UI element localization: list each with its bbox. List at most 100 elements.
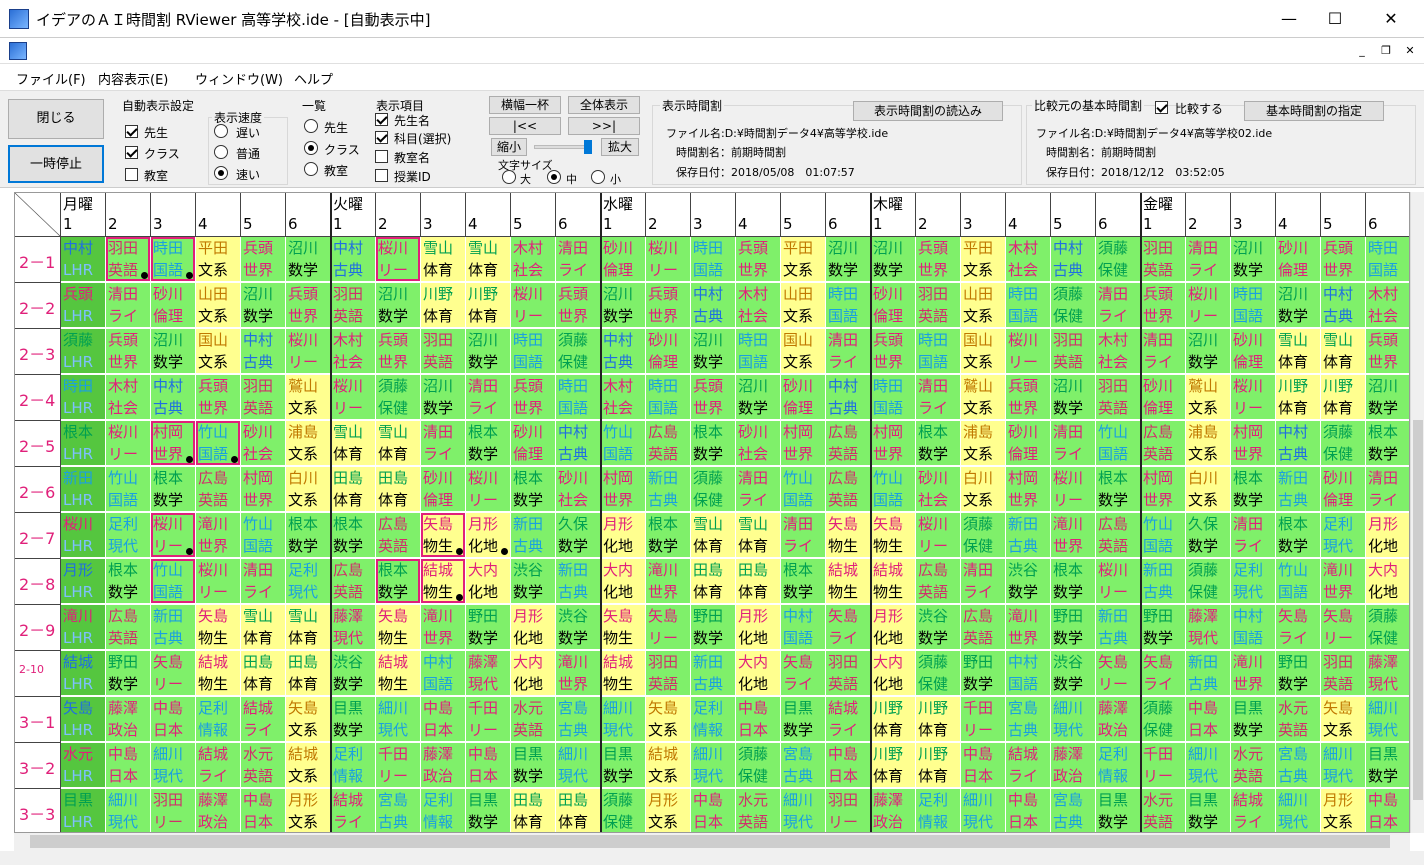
timetable-cell[interactable]: 沼川 数学 (421, 375, 466, 421)
zoom-slider[interactable] (534, 145, 590, 149)
timetable-cell[interactable]: 新田 古典 (556, 559, 601, 605)
fit-width-button[interactable]: 横幅一杯 (489, 96, 561, 114)
timetable-cell[interactable]: 沼川 数学 (1051, 375, 1096, 421)
timetable-cell[interactable]: 野田 数学 (1276, 651, 1321, 697)
timetable-cell[interactable]: 新田 古典 (1006, 513, 1051, 559)
timetable-cell[interactable]: 藤澤 現代 (466, 651, 511, 697)
timetable-cell[interactable]: 清田 ライ (556, 237, 601, 283)
timetable-cell[interactable]: 桜川 リー (511, 283, 556, 329)
timetable-cell[interactable]: 川野 体育 (466, 283, 511, 329)
timetable-cell[interactable]: 新田 古典 (646, 467, 691, 513)
timetable-cell[interactable]: 清田 ライ (1186, 237, 1231, 283)
timetable-cell[interactable]: 矢島 リー (646, 605, 691, 651)
timetable-cell[interactable]: 清田 ライ (106, 283, 151, 329)
timetable-cell[interactable]: 雪山 体育 (691, 513, 736, 559)
timetable-cell[interactable]: 平田 文系 (961, 237, 1006, 283)
timetable-cell[interactable]: 水元 英語 (736, 789, 781, 832)
timetable-cell[interactable]: 兵頭 世界 (691, 375, 736, 421)
timetable-cell[interactable]: 竹山 国語 (871, 467, 916, 513)
timetable-cell[interactable]: 矢島 LHR (61, 697, 106, 743)
timetable-cell[interactable]: 宮島 古典 (1051, 789, 1096, 832)
timetable-cell[interactable]: 足利 情報 (331, 743, 376, 789)
timetable-cell[interactable]: 田島 体育 (691, 559, 736, 605)
timetable-cell[interactable]: 藤澤 現代 (1366, 651, 1409, 697)
timetable-cell[interactable]: 砂川 社会 (556, 467, 601, 513)
timetable-cell[interactable]: 時田 国語 (151, 237, 196, 283)
timetable-cell[interactable]: 滝川 世界 (1051, 513, 1096, 559)
timetable-cell[interactable]: 足利 現代 (286, 559, 331, 605)
timetable-cell[interactable]: 中村 古典 (691, 283, 736, 329)
timetable-cell[interactable]: 広島 英語 (826, 467, 871, 513)
timetable-cell[interactable]: 羽田 英語 (1321, 651, 1366, 697)
next-page-button[interactable]: >>| (568, 117, 640, 135)
timetable-cell[interactable]: 平田 文系 (781, 237, 826, 283)
timetable-cell[interactable]: 桜川 リー (1096, 559, 1141, 605)
timetable-cell[interactable]: 野田 数学 (961, 651, 1006, 697)
timetable-cell[interactable]: 桜川 リー (466, 467, 511, 513)
timetable-cell[interactable]: 中島 日本 (961, 743, 1006, 789)
timetable-cell[interactable]: 竹山 国語 (1276, 559, 1321, 605)
timetable-cell[interactable]: 根本 数学 (331, 513, 376, 559)
timetable-cell[interactable]: 水元 英語 (241, 743, 286, 789)
timetable-cell[interactable]: 清田 ライ (1051, 421, 1096, 467)
timetable-cell[interactable]: 国山 文系 (961, 329, 1006, 375)
timetable-cell[interactable]: 水元 英語 (1276, 697, 1321, 743)
timetable-cell[interactable]: 砂川 倫理 (151, 283, 196, 329)
timetable-cell[interactable]: 根本 数学 (916, 421, 961, 467)
timetable-cell[interactable]: 野田 数学 (466, 605, 511, 651)
font-medium-radio[interactable] (547, 170, 561, 184)
timetable-cell[interactable]: 兵頭 世界 (1141, 283, 1186, 329)
speed-fast-radio[interactable] (214, 166, 228, 180)
timetable-cell[interactable]: 広島 英語 (826, 421, 871, 467)
timetable-cell[interactable]: 須藤 保健 (961, 513, 1006, 559)
timetable-cell[interactable]: 矢島 物生 (871, 513, 916, 559)
timetable-cell[interactable]: 滝川 世界 (1006, 605, 1051, 651)
timetable-cell[interactable]: 細川 現代 (961, 789, 1006, 832)
timetable-cell[interactable]: 月形 化地 (871, 605, 916, 651)
timetable-cell[interactable]: 木村 社会 (106, 375, 151, 421)
timetable-cell[interactable]: 月形 化地 (736, 605, 781, 651)
class-row-header[interactable]: 2－9 (15, 605, 61, 651)
timetable-cell[interactable]: 雪山 体育 (241, 605, 286, 651)
class-row-header[interactable]: 2-10 (15, 651, 61, 697)
timetable-cell[interactable]: 沼川 数学 (1366, 375, 1409, 421)
vertical-scrollbar[interactable] (1410, 192, 1424, 833)
timetable-cell[interactable]: 新田 LHR (61, 467, 106, 513)
timetable-cell[interactable]: 細川 現代 (151, 743, 196, 789)
timetable-cell[interactable]: 中村 古典 (1276, 421, 1321, 467)
timetable-cell[interactable]: 田島 体育 (331, 467, 376, 513)
child-restore-icon[interactable]: ❐ (1381, 44, 1391, 57)
timetable-cell[interactable]: 村岡 世界 (601, 467, 646, 513)
timetable-cell[interactable]: 野田 数学 (691, 605, 736, 651)
timetable-cell[interactable]: 足利 情報 (1096, 743, 1141, 789)
timetable-cell[interactable]: 滝川 LHR (61, 605, 106, 651)
timetable-cell[interactable]: 清田 ライ (1366, 467, 1409, 513)
timetable-cell[interactable]: 中村 古典 (331, 237, 376, 283)
timetable-cell[interactable]: 村岡 世界 (871, 421, 916, 467)
timetable-cell[interactable]: 川野 体育 (916, 743, 961, 789)
timetable-cell[interactable]: 須藤 LHR (61, 329, 106, 375)
timetable-cell[interactable]: 砂川 倫理 (781, 375, 826, 421)
timetable-cell[interactable]: 兵頭 世界 (376, 329, 421, 375)
timetable-cell[interactable]: 目黒 数学 (466, 789, 511, 832)
timetable-cell[interactable]: 沼川 数学 (736, 375, 781, 421)
timetable-cell[interactable]: 新田 古典 (151, 605, 196, 651)
timetable-cell[interactable]: 沼川 数学 (871, 237, 916, 283)
timetable-cell[interactable]: 砂川 倫理 (646, 329, 691, 375)
timetable-cell[interactable]: 細川 現代 (601, 697, 646, 743)
timetable-cell[interactable]: 新田 古典 (1276, 467, 1321, 513)
timetable-cell[interactable]: 藤澤 政治 (196, 789, 241, 832)
timetable-cell[interactable]: 中村 国語 (781, 605, 826, 651)
timetable-cell[interactable]: 田島 体育 (241, 651, 286, 697)
timetable-cell[interactable]: 中島 日本 (106, 743, 151, 789)
timetable-cell[interactable]: 清田 ライ (241, 559, 286, 605)
timetable-cell[interactable]: 新田 古典 (1096, 605, 1141, 651)
timetable-cell[interactable]: 矢島 ライ (781, 651, 826, 697)
timetable-cell[interactable]: 清田 ライ (961, 559, 1006, 605)
timetable-cell[interactable]: 結城 物生 (601, 651, 646, 697)
list-class-radio[interactable] (304, 141, 318, 155)
timetable-cell[interactable]: 沼川 数学 (826, 237, 871, 283)
timetable-cell[interactable]: 桜川 リー (646, 237, 691, 283)
timetable-cell[interactable]: 竹山 国語 (1096, 421, 1141, 467)
timetable-cell[interactable]: 羽田 英語 (421, 329, 466, 375)
